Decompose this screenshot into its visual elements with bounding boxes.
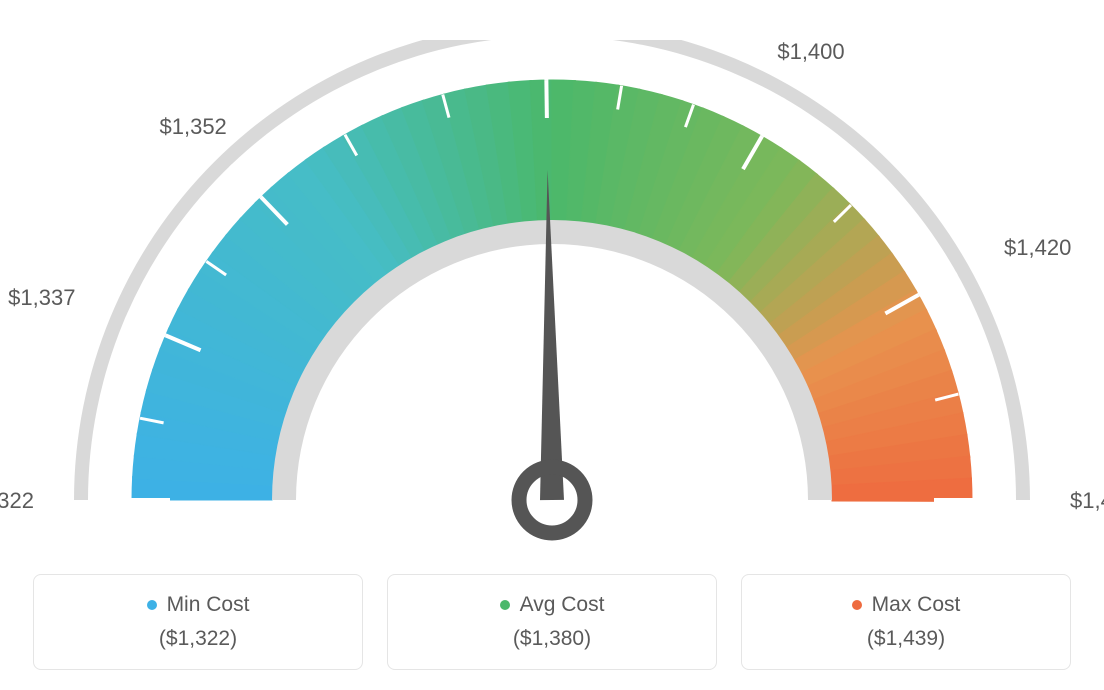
legend-row: Min Cost ($1,322) Avg Cost ($1,380) Max … xyxy=(33,574,1071,670)
gauge-tick-label: $1,337 xyxy=(0,285,75,311)
gauge-chart: $1,322$1,337$1,352$1,380$1,400$1,420$1,4… xyxy=(0,0,1104,530)
gauge-tick-label: $1,352 xyxy=(153,114,233,140)
legend-min-value: ($1,322) xyxy=(34,627,362,651)
legend-card-min: Min Cost ($1,322) xyxy=(33,574,363,670)
gauge-tick-label: $1,322 xyxy=(0,488,34,514)
legend-avg-title: Avg Cost xyxy=(388,593,716,617)
gauge-tick-label: $1,420 xyxy=(1004,235,1071,261)
legend-max-title: Max Cost xyxy=(742,593,1070,617)
gauge-tick-label: $1,439 xyxy=(1070,488,1104,514)
gauge-tick-label: $1,400 xyxy=(771,39,851,65)
legend-max-value: ($1,439) xyxy=(742,627,1070,651)
legend-avg-value: ($1,380) xyxy=(388,627,716,651)
legend-card-max: Max Cost ($1,439) xyxy=(741,574,1071,670)
legend-min-title: Min Cost xyxy=(34,593,362,617)
legend-card-avg: Avg Cost ($1,380) xyxy=(387,574,717,670)
